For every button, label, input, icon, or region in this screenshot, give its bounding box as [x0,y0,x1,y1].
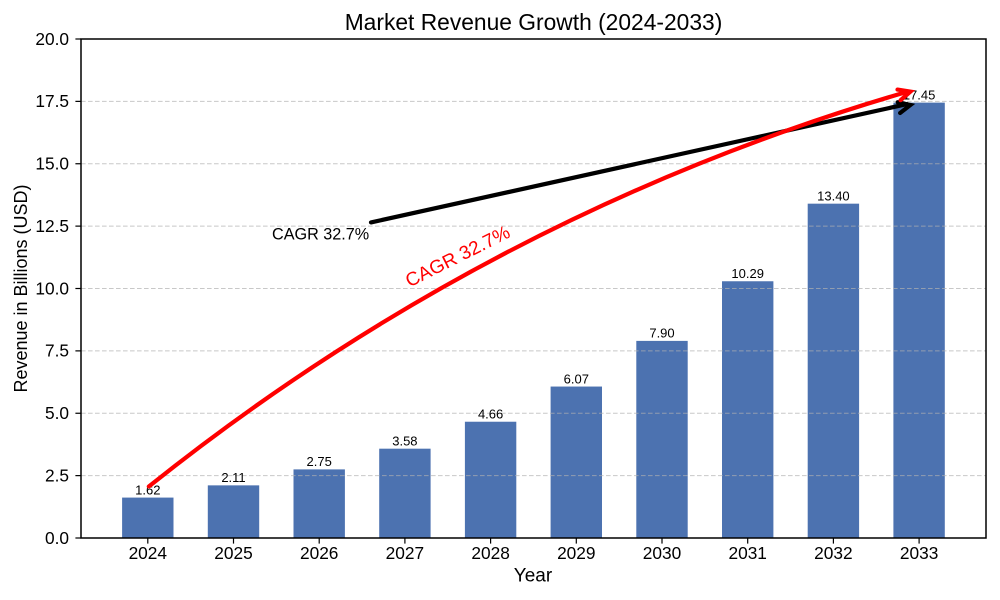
svg-text:2.75: 2.75 [307,454,332,469]
svg-text:2033: 2033 [900,543,938,563]
svg-text:20.0: 20.0 [35,29,69,49]
svg-text:2.5: 2.5 [45,465,69,485]
svg-text:0.0: 0.0 [45,528,69,548]
svg-text:17.5: 17.5 [35,91,69,111]
svg-text:Revenue in Billions (USD): Revenue in Billions (USD) [11,184,31,392]
svg-text:5.0: 5.0 [45,403,69,423]
svg-text:2028: 2028 [471,543,509,563]
svg-text:10.29: 10.29 [731,266,764,281]
svg-text:2030: 2030 [643,543,681,563]
svg-text:2031: 2031 [728,543,766,563]
svg-text:2026: 2026 [300,543,338,563]
svg-text:15.0: 15.0 [35,154,69,174]
svg-text:CAGR 32.7%: CAGR 32.7% [272,226,369,244]
svg-text:Market Revenue Growth (2024-20: Market Revenue Growth (2024-2033) [345,9,723,35]
svg-text:12.5: 12.5 [35,216,69,236]
svg-text:2029: 2029 [557,543,595,563]
svg-text:7.5: 7.5 [45,341,69,361]
svg-text:7.90: 7.90 [649,326,674,341]
svg-text:Year: Year [514,566,553,587]
svg-text:2027: 2027 [386,543,424,563]
svg-text:2024: 2024 [129,543,168,563]
svg-text:13.40: 13.40 [817,188,850,203]
svg-text:10.0: 10.0 [35,278,69,298]
svg-text:6.07: 6.07 [564,371,589,386]
svg-text:2.11: 2.11 [221,470,245,485]
svg-text:1.62: 1.62 [135,482,160,497]
svg-text:3.58: 3.58 [392,433,417,448]
svg-text:2025: 2025 [214,543,252,563]
svg-text:2032: 2032 [814,543,852,563]
svg-text:4.66: 4.66 [478,407,503,422]
